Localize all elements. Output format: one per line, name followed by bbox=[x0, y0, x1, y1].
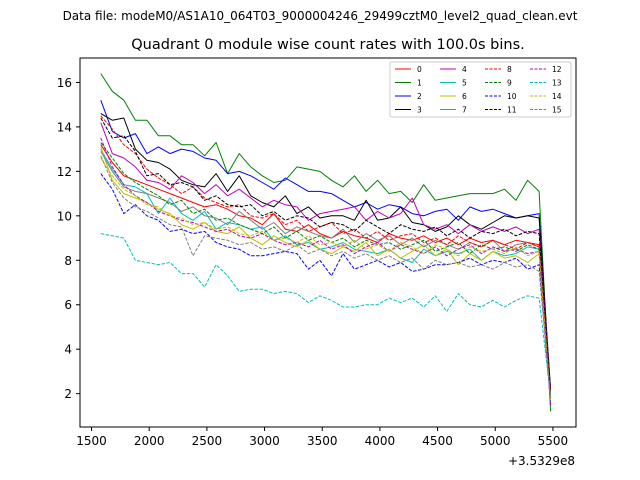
legend-label-3: 3 bbox=[417, 106, 422, 115]
x-axis: 1500 2000 2500 3000 3500 4000 4500 5000 5500 bbox=[76, 427, 568, 448]
x-tick-label: 4500 bbox=[422, 434, 453, 448]
series-line-6 bbox=[100, 146, 552, 401]
y-tick-label: 10 bbox=[57, 209, 72, 223]
x-tick-label: 5000 bbox=[480, 434, 511, 448]
x-tick-label: 2500 bbox=[192, 434, 223, 448]
series-line-4 bbox=[100, 122, 552, 392]
series-line-15 bbox=[100, 155, 552, 399]
series-line-0 bbox=[100, 144, 552, 405]
y-tick-label: 8 bbox=[64, 254, 72, 268]
x-tick-label: 1500 bbox=[76, 434, 107, 448]
series-line-13 bbox=[100, 233, 552, 396]
x-tick-label: 4000 bbox=[365, 434, 396, 448]
chart-title: Quadrant 0 module wise count rates with … bbox=[131, 37, 525, 53]
legend-label-8: 8 bbox=[507, 65, 512, 74]
legend-label-9: 9 bbox=[507, 79, 512, 88]
series-line-3 bbox=[100, 113, 552, 390]
legend-label-5: 5 bbox=[462, 79, 467, 88]
y-tick-label: 6 bbox=[64, 298, 72, 312]
series-line-8 bbox=[100, 115, 552, 394]
legend-label-12: 12 bbox=[552, 65, 562, 74]
series-line-11 bbox=[100, 117, 552, 392]
x-offset-label: +3.5329e8 bbox=[508, 454, 575, 468]
y-tick-label: 16 bbox=[57, 76, 72, 90]
y-tick-label: 12 bbox=[57, 165, 72, 179]
series-line-1 bbox=[100, 73, 552, 412]
legend-box bbox=[389, 61, 572, 118]
series-line-2 bbox=[100, 100, 552, 399]
series-layer bbox=[100, 73, 552, 412]
x-tick-label: 3000 bbox=[249, 434, 280, 448]
x-tick-label: 3500 bbox=[307, 434, 338, 448]
legend-label-6: 6 bbox=[462, 92, 467, 101]
series-line-14 bbox=[100, 157, 552, 401]
legend-label-0: 0 bbox=[417, 65, 422, 74]
suptitle: Data file: modeM0/AS1A10_064T03_90000042… bbox=[63, 9, 578, 23]
legend-label-2: 2 bbox=[417, 92, 422, 101]
series-line-5 bbox=[100, 148, 552, 403]
axes-frame bbox=[79, 57, 577, 428]
x-tick-label: 5500 bbox=[538, 434, 569, 448]
legend-label-13: 13 bbox=[552, 79, 562, 88]
y-tick-label: 4 bbox=[64, 343, 72, 357]
legend-label-11: 11 bbox=[507, 106, 517, 115]
legend-label-10: 10 bbox=[507, 92, 517, 101]
legend-label-15: 15 bbox=[552, 106, 562, 115]
series-line-10 bbox=[100, 173, 552, 403]
y-tick-label: 2 bbox=[64, 387, 72, 401]
legend-label-1: 1 bbox=[417, 79, 422, 88]
legend-label-7: 7 bbox=[462, 106, 467, 115]
legend-label-4: 4 bbox=[462, 65, 467, 74]
x-tick-label: 2000 bbox=[134, 434, 165, 448]
y-axis: 2 4 6 8 10 12 14 16 bbox=[57, 76, 80, 401]
legend-label-14: 14 bbox=[552, 92, 562, 101]
y-tick-label: 14 bbox=[57, 120, 72, 134]
